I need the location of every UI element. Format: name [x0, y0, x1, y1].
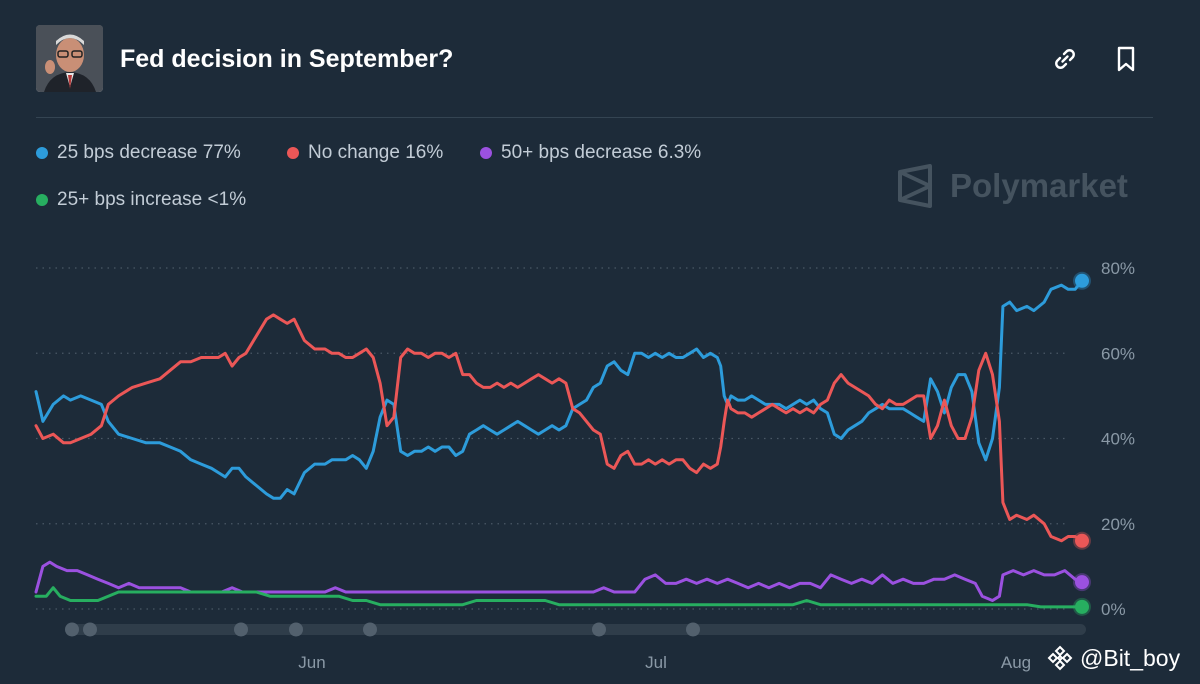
- x-tick-label: Jul: [645, 653, 667, 672]
- scrollbar-marker: [686, 622, 700, 637]
- scrollbar-track: [66, 624, 1086, 635]
- y-tick-label: 0%: [1101, 600, 1126, 619]
- legend-series-name: 25+ bps increase: [57, 189, 203, 210]
- legend-series-value: 6.3%: [657, 142, 702, 163]
- legend-series-value: <1%: [207, 189, 247, 210]
- x-tick-label: Aug: [1001, 653, 1031, 672]
- polymarket-watermark: Polymarket: [896, 164, 1128, 208]
- header-divider: [36, 117, 1153, 118]
- legend-item-no-change[interactable]: No change 16%: [287, 142, 443, 164]
- credit-watermark: @Bit_boy: [1046, 644, 1180, 672]
- series-endpoint-marker: [1075, 575, 1089, 590]
- scrollbar-marker: [83, 622, 97, 637]
- legend-dot: [36, 147, 48, 159]
- series-line-0: [34, 279, 1084, 500]
- credit-text: @Bit_boy: [1080, 644, 1181, 671]
- link-icon[interactable]: [1049, 43, 1081, 75]
- chart-grid: [36, 267, 1068, 610]
- legend-series-name: 25 bps decrease: [57, 142, 198, 163]
- legend-series-name: No change: [308, 142, 400, 163]
- scrollbar-marker: [289, 622, 303, 637]
- scrollbar-marker: [363, 622, 377, 637]
- legend-dot: [36, 194, 48, 206]
- y-tick-label: 80%: [1101, 259, 1135, 278]
- watermark-text: Polymarket: [950, 167, 1128, 204]
- x-tick-label: Jun: [298, 653, 325, 672]
- bookmark-icon[interactable]: [1110, 43, 1142, 75]
- time-scrollbar[interactable]: [65, 622, 1086, 637]
- series-line-1: [34, 313, 1084, 543]
- series-endpoint-marker: [1075, 599, 1089, 614]
- scrollbar-marker: [592, 622, 606, 637]
- scrollbar-marker: [234, 622, 248, 637]
- legend-item-25bps-decrease[interactable]: 25 bps decrease 77%: [36, 142, 241, 164]
- legend-series-value: 77%: [202, 142, 241, 163]
- series-line-3: [34, 586, 1084, 609]
- market-header: Fed decision in September?: [36, 25, 1156, 93]
- legend-dot: [287, 147, 299, 159]
- y-tick-label: 60%: [1101, 344, 1135, 363]
- y-tick-label: 40%: [1101, 430, 1135, 449]
- diamond-logo-icon: [1047, 645, 1073, 671]
- legend-item-50bps-decrease[interactable]: 50+ bps decrease 6.3%: [480, 142, 701, 164]
- legend-dot: [480, 147, 492, 159]
- x-axis-ticks: Jun Jul Aug: [298, 653, 1031, 672]
- legend-item-25bps-increase[interactable]: 25+ bps increase <1%: [36, 189, 246, 211]
- series-line-2: [34, 560, 1084, 602]
- y-tick-label: 20%: [1101, 515, 1135, 534]
- market-avatar-image: [36, 25, 103, 92]
- series-endpoint-marker: [1075, 533, 1089, 548]
- chart-series: [34, 271, 1091, 616]
- polymarket-logo-icon: [898, 164, 932, 208]
- legend-series-name: 50+ bps decrease: [501, 142, 653, 163]
- series-endpoint-marker: [1075, 273, 1089, 288]
- person-portrait-icon: [36, 25, 103, 92]
- legend-series-value: 16%: [405, 142, 444, 163]
- scrollbar-marker: [65, 622, 79, 637]
- market-title: Fed decision in September?: [120, 45, 454, 73]
- y-axis-ticks: 80% 60% 40% 20% 0%: [1101, 259, 1135, 619]
